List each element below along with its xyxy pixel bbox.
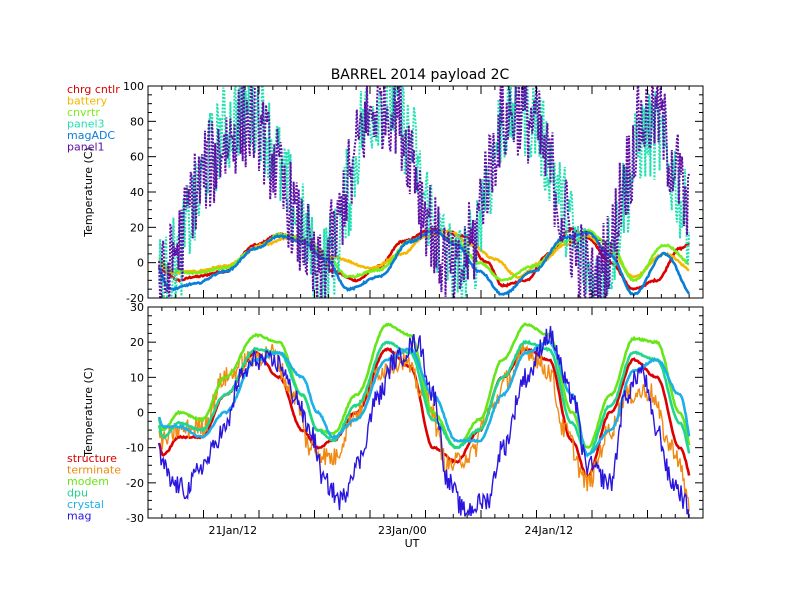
top-series-group — [157, 86, 691, 298]
top-y-tick-label: 40 — [130, 186, 144, 199]
bottom-x-axis-label: UT — [405, 537, 420, 550]
top-legend-panel1: panel1 — [67, 141, 105, 154]
bottom-series-modem — [157, 322, 691, 450]
top-legend-battery: battery — [67, 95, 108, 108]
top-legend-chrg-cntlr: chrg cntlr — [67, 83, 120, 96]
bottom-y-axis-label: Temperature (C) — [82, 367, 95, 457]
bottom-x-ticks: 21Jan/12 23Jan/00 24Jan/12 — [208, 524, 573, 537]
bottom-y-tick-label: 30 — [130, 301, 144, 314]
top-y-ticks: -20 0 20 40 60 80 100 — [123, 80, 704, 305]
top-y-tick-label: 0 — [137, 257, 144, 270]
top-series-panel1 — [158, 86, 691, 298]
x-tick-label: 21Jan/12 — [208, 524, 257, 537]
top-y-tick-label: 100 — [123, 80, 144, 93]
bottom-y-tick-label: 10 — [130, 371, 144, 384]
top-y-axis-label: Temperature (C) — [82, 147, 95, 237]
top-series-panel3 — [158, 86, 691, 298]
bottom-legend-dpu: dpu — [67, 487, 88, 500]
chart-title: BARREL 2014 payload 2C — [331, 67, 510, 83]
top-legend-cnvrtr: cnvrtr — [67, 106, 100, 119]
x-tick-label: 24Jan/12 — [524, 524, 573, 537]
x-tick-label: 23Jan/00 — [378, 524, 427, 537]
bottom-panel: -30 -20 -10 0 10 20 30 21Jan/12 23Jan/00 24Jan/1… — [67, 301, 704, 550]
bottom-series-mag — [158, 326, 690, 518]
bottom-series-group — [157, 322, 691, 518]
top-series-magadc — [157, 228, 691, 296]
top-legend-panel3: panel3 — [67, 118, 105, 131]
bottom-series-dpu — [157, 339, 691, 456]
top-legend-magadc: magADC — [67, 129, 115, 142]
bottom-legend-mag: mag — [67, 510, 91, 523]
bottom-legend-crystal: crystal — [67, 498, 104, 511]
top-y-tick-label: 80 — [130, 115, 144, 128]
bottom-y-tick-label: -30 — [126, 512, 144, 525]
bottom-y-tick-label: 0 — [137, 407, 144, 420]
bottom-legend-modem: modem — [67, 475, 109, 488]
top-panel: -20 0 20 40 60 80 100 Temperature (C) chrg cnt… — [67, 80, 704, 305]
bottom-y-tick-label: -10 — [126, 442, 144, 455]
bottom-y-tick-label: 20 — [130, 336, 144, 349]
top-y-tick-label: -20 — [126, 292, 144, 305]
top-legend: chrg cntlrbatterycnvrtrpanel3magADCpanel… — [67, 83, 120, 154]
bottom-legend-terminate: terminate — [67, 464, 121, 477]
top-y-tick-label: 20 — [130, 221, 144, 234]
bottom-y-tick-label: -20 — [126, 477, 144, 490]
bottom-series-structure — [157, 347, 691, 479]
bottom-legend-structure: structure — [67, 452, 117, 465]
bottom-y-ticks: -30 -20 -10 0 10 20 30 — [126, 301, 704, 525]
top-y-tick-label: 60 — [130, 151, 144, 164]
